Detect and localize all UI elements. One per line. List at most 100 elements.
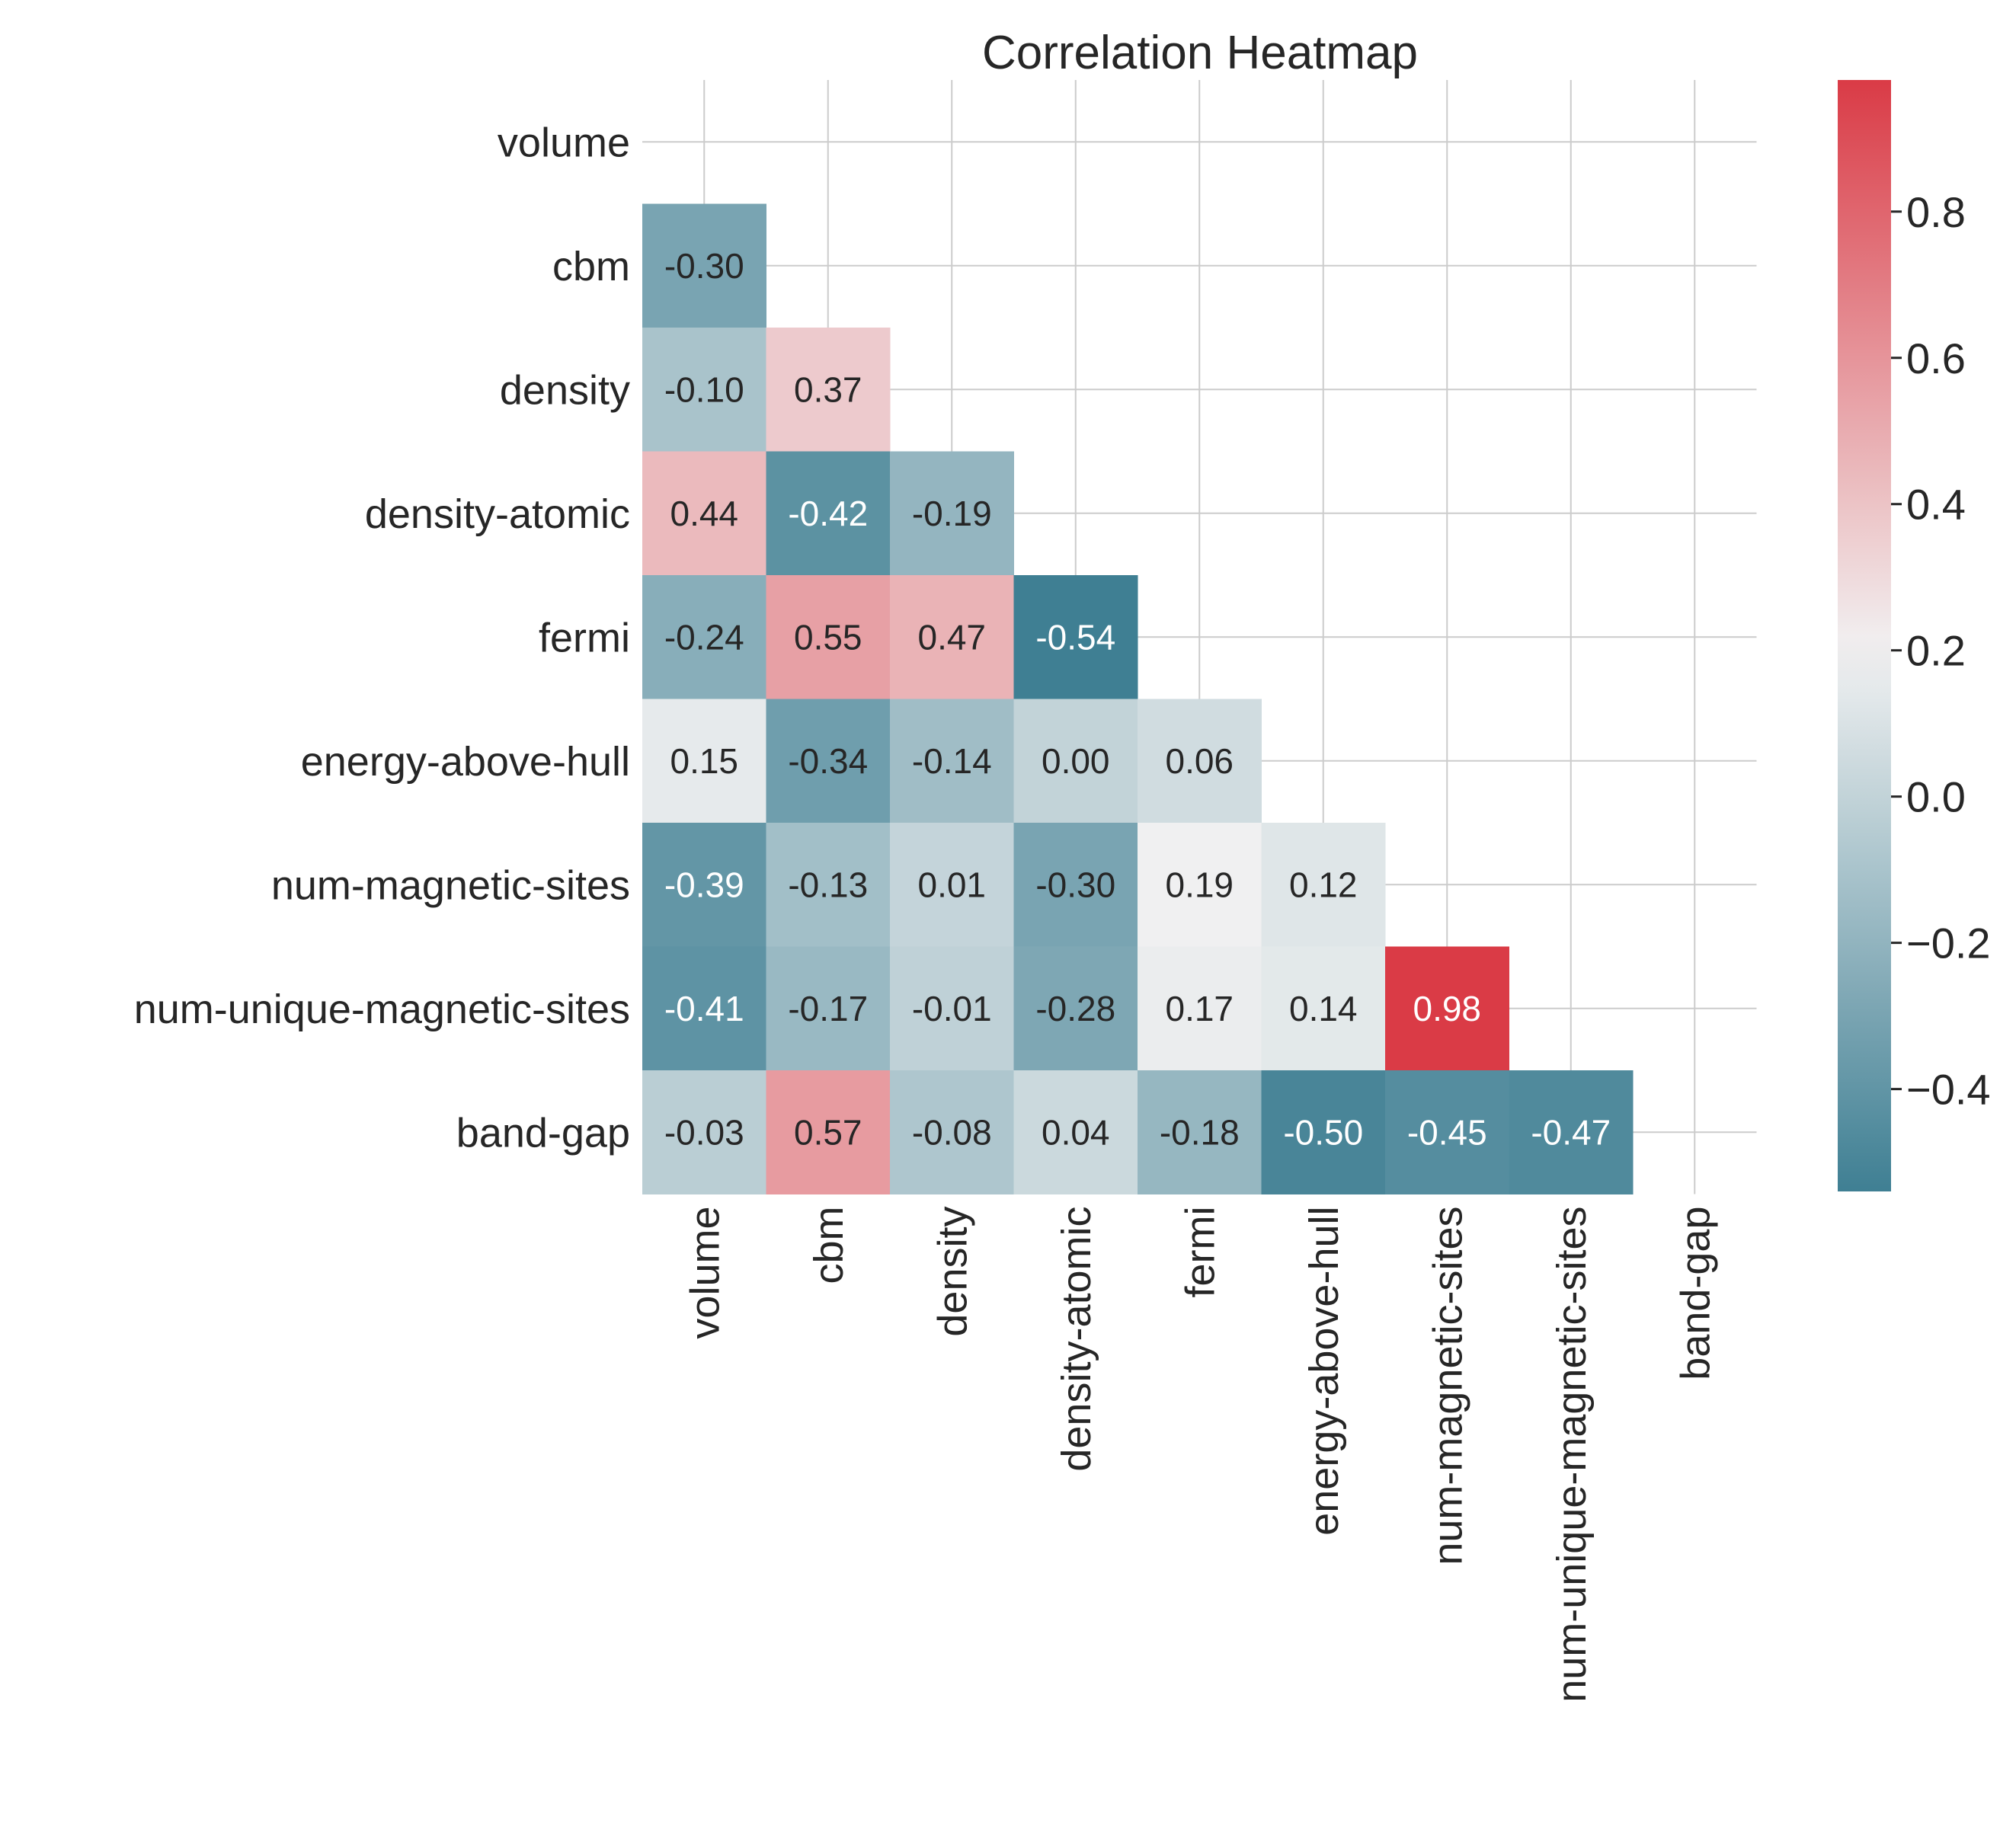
cell-value-label: -0.10 [664,369,744,409]
colorbar-tick-label: 0.8 [1906,188,1966,236]
colorbar-tick-label: 0.2 [1906,627,1966,675]
x-tick-label: num-unique-magnetic-sites [1549,1207,1595,1703]
heatmap-cell [642,203,766,328]
heatmap-cell [642,451,766,576]
heatmap-cell [1013,575,1138,699]
cell-value-label: -0.30 [1035,865,1115,904]
heatmap-cell [1013,823,1138,947]
cell-value-label: -0.01 [912,989,992,1028]
chart-title: Correlation Heatmap [982,27,1418,79]
heatmap-cell [1013,1070,1138,1194]
y-tick-label: num-unique-magnetic-sites [134,987,630,1032]
heatmap-cell [1261,1070,1386,1194]
cell-value-label: -0.14 [912,741,992,781]
heatmap-cell [766,823,891,947]
heatmap-cell [890,575,1014,699]
heatmap-cell [642,328,766,452]
heatmap-cell [1138,1070,1262,1194]
y-tick-label: cbm [552,244,630,289]
heatmap-cell [1509,1070,1634,1194]
x-tick-label: cbm [806,1207,852,1284]
heatmap-cell [890,699,1014,823]
heatmap-cell [766,946,891,1071]
cell-value-label: -0.41 [664,989,744,1028]
heatmap-cell [890,1070,1014,1194]
heatmap-cell [642,699,766,823]
colorbar-tick-label: 0.6 [1906,334,1966,382]
y-tick-label: volume [498,120,630,165]
heatmap-cell [890,823,1014,947]
cell-value-label: 0.98 [1413,989,1481,1028]
heatmap-cell [1261,823,1386,947]
cell-value-label: 0.14 [1289,989,1358,1028]
x-tick-label: volume [682,1207,728,1339]
cell-value-label: 0.47 [917,617,986,657]
heatmap-cell [766,575,891,699]
y-tick-label: num-magnetic-sites [271,862,630,908]
cell-value-label: -0.17 [788,989,868,1028]
x-tick-label: energy-above-hull [1301,1207,1347,1536]
x-tick-label: num-magnetic-sites [1425,1207,1470,1565]
cell-value-label: -0.30 [664,246,744,286]
y-tick-label: energy-above-hull [301,739,630,785]
cell-value-label: -0.42 [788,494,868,533]
y-tick-label: band-gap [456,1110,630,1156]
cell-value-label: 0.15 [670,741,738,781]
cell-value-label: 0.17 [1165,989,1234,1028]
colorbar-tick-label: −0.4 [1906,1066,1991,1114]
heatmap-cell [1013,699,1138,823]
cell-value-label: -0.18 [1160,1112,1240,1152]
heatmap-cell [890,946,1014,1071]
heatmap-cells: -0.30 -0.10 0.37 0.44 -0.42 -0.19 -0.24 0.55 0.4… [642,203,1634,1194]
cell-value-label: 0.57 [794,1112,862,1152]
cell-value-label: -0.03 [664,1112,744,1152]
colorbar-tick-label: 0.4 [1906,481,1966,529]
cell-value-label: -0.13 [788,865,868,904]
heatmap-cell [1138,823,1262,947]
colorbar-gradient [1838,80,1891,1191]
cell-value-label: -0.19 [912,494,992,533]
colorbar: −0.4 −0.2 0.0 0.2 0.4 0.6 0.8 [1838,80,1991,1191]
cell-value-label: 0.37 [794,369,862,409]
cell-value-label: 0.04 [1042,1112,1110,1152]
cell-value-label: 0.55 [794,617,862,657]
cell-value-label: -0.50 [1283,1112,1363,1152]
cell-value-label: 0.12 [1289,865,1358,904]
cell-value-label: -0.39 [664,865,744,904]
heatmap-cell [766,1070,891,1194]
x-axis-tick-labels: volume cbm density density-atomic fermi energ… [682,1207,1718,1703]
heatmap-cell [1013,946,1138,1071]
y-tick-label: density [500,367,630,413]
heatmap-cell [642,946,766,1071]
colorbar-tick-label: −0.2 [1906,919,1991,967]
y-tick-label: density-atomic [365,491,630,537]
cell-value-label: -0.08 [912,1112,992,1152]
heatmap-cell [766,699,891,823]
x-tick-label: band-gap [1672,1207,1718,1380]
cell-value-label: 0.01 [917,865,986,904]
cell-value-label: -0.45 [1407,1112,1487,1152]
heatmap-cell [642,823,766,947]
cell-value-label: 0.44 [670,494,738,533]
heatmap-cell [1261,946,1386,1071]
cell-value-label: -0.24 [664,617,744,657]
colorbar-tick-label: 0.0 [1906,773,1966,821]
heatmap-cell [1385,1070,1509,1194]
cell-value-label: -0.34 [788,741,868,781]
cell-value-label: -0.47 [1531,1112,1611,1152]
cell-value-label: 0.19 [1165,865,1234,904]
cell-value-label: 0.06 [1165,741,1234,781]
cell-value-label: 0.00 [1042,741,1110,781]
x-tick-label: fermi [1177,1207,1223,1298]
cell-value-label: -0.28 [1035,989,1115,1028]
y-axis-tick-labels: volume cbm density density-atomic fermi energ… [134,120,630,1156]
heatmap-cell [766,328,891,452]
heatmap-cell [1138,946,1262,1071]
x-tick-label: density-atomic [1054,1207,1099,1472]
heatmap-cell [642,1070,766,1194]
heatmap-cell [1138,699,1262,823]
heatmap-cell [890,451,1014,576]
cell-value-label: -0.54 [1035,617,1115,657]
y-tick-label: fermi [539,615,630,660]
